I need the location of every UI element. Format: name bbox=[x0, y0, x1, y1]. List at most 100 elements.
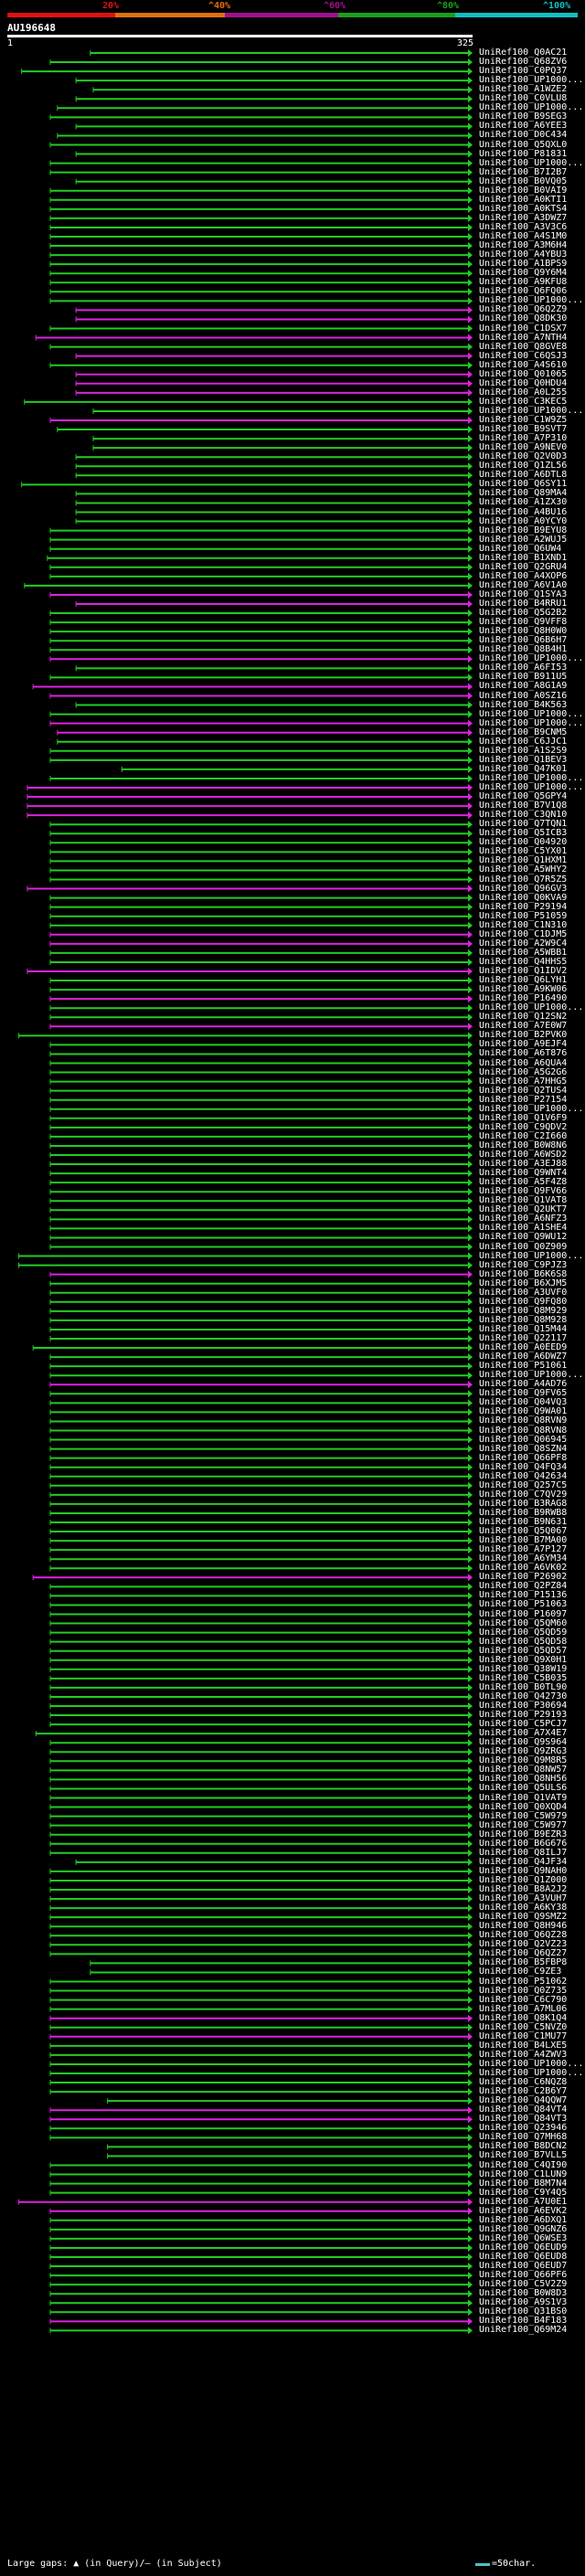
hit-row[interactable] bbox=[49, 875, 473, 884]
hit-row[interactable] bbox=[49, 2032, 473, 2041]
hit-row[interactable] bbox=[92, 444, 473, 452]
hit-row[interactable] bbox=[49, 1399, 473, 1407]
hit-row[interactable] bbox=[92, 435, 473, 443]
hit-label[interactable]: UniRef100_A3EJ88 bbox=[479, 1159, 568, 1170]
hit-row[interactable] bbox=[75, 462, 473, 471]
hit-row[interactable] bbox=[49, 2189, 473, 2197]
hit-label[interactable]: UniRef100_Q8RVN8 bbox=[479, 1425, 568, 1436]
hit-label[interactable]: UniRef100_C2B6Y7 bbox=[479, 2086, 568, 2097]
hit-label[interactable]: UniRef100_Q8NW57 bbox=[479, 1765, 568, 1776]
hit-row[interactable] bbox=[49, 1141, 473, 1150]
hit-label[interactable]: UniRef100_Q2TUS4 bbox=[479, 1085, 568, 1096]
hit-label[interactable]: UniRef100_C0PQ37 bbox=[479, 66, 568, 77]
hit-row[interactable] bbox=[49, 1941, 473, 1949]
hit-label[interactable]: UniRef100_A0SZ16 bbox=[479, 690, 568, 701]
hit-label[interactable]: UniRef100_C3QN10 bbox=[479, 810, 568, 821]
hit-label[interactable]: UniRef100_Q257C5 bbox=[479, 1479, 568, 1490]
hit-label[interactable]: UniRef100_B6XJM5 bbox=[479, 1277, 568, 1288]
hit-row[interactable] bbox=[49, 1923, 473, 1931]
hit-row[interactable] bbox=[49, 839, 473, 847]
hit-label[interactable]: UniRef100_C5W979 bbox=[479, 1810, 568, 1821]
hit-label[interactable]: UniRef100_Q0HDU4 bbox=[479, 377, 568, 388]
hit-row[interactable] bbox=[107, 2097, 473, 2105]
hit-label[interactable]: UniRef100_C6NQZ8 bbox=[479, 2077, 568, 2088]
hit-label[interactable]: UniRef100_A0KTS4 bbox=[479, 203, 568, 214]
hit-row[interactable] bbox=[49, 1904, 473, 1913]
hit-row[interactable] bbox=[49, 1316, 473, 1324]
hit-label[interactable]: UniRef100_Q0XQD4 bbox=[479, 1801, 568, 1812]
hit-row[interactable] bbox=[49, 1353, 473, 1362]
hit-label[interactable]: UniRef100_Q6SY11 bbox=[479, 479, 568, 490]
hit-label[interactable]: UniRef100_B2PVK0 bbox=[479, 1030, 568, 1041]
hit-label[interactable]: UniRef100_UP1000... bbox=[479, 717, 584, 728]
hit-row[interactable] bbox=[49, 1794, 473, 1802]
hit-label[interactable]: UniRef100_B7I2B7 bbox=[479, 166, 568, 177]
hit-row[interactable] bbox=[49, 747, 473, 755]
hit-row[interactable] bbox=[49, 1087, 473, 1095]
hit-label[interactable]: UniRef100_P16490 bbox=[479, 993, 568, 1004]
hit-label[interactable]: UniRef100_A1ZX30 bbox=[479, 497, 568, 508]
hit-label[interactable]: UniRef100_Q0Z909 bbox=[479, 1241, 568, 1252]
hit-label[interactable]: UniRef100_C5B035 bbox=[479, 1672, 568, 1683]
hit-label[interactable]: UniRef100_A7HHG5 bbox=[479, 1076, 568, 1087]
hit-row[interactable] bbox=[49, 1528, 473, 1536]
hit-label[interactable]: UniRef100_Q89MA4 bbox=[479, 488, 568, 499]
hit-label[interactable]: UniRef100_Q5QD57 bbox=[479, 1645, 568, 1656]
hit-row[interactable] bbox=[49, 1867, 473, 1875]
hit-row[interactable] bbox=[49, 977, 473, 985]
hit-label[interactable]: UniRef100_Q5QD59 bbox=[479, 1627, 568, 1638]
hit-row[interactable] bbox=[49, 1830, 473, 1839]
hit-row[interactable] bbox=[49, 2070, 473, 2077]
hit-row[interactable] bbox=[49, 1913, 473, 1922]
hit-row[interactable] bbox=[49, 1619, 473, 1627]
hit-row[interactable] bbox=[49, 1490, 473, 1499]
hit-row[interactable] bbox=[49, 1647, 473, 1655]
hit-row[interactable] bbox=[49, 1628, 473, 1637]
hit-row[interactable] bbox=[49, 1132, 473, 1140]
hit-label[interactable]: UniRef100_Q5Q067 bbox=[479, 1526, 568, 1537]
hit-label[interactable]: UniRef100_UP1000... bbox=[479, 1002, 584, 1013]
hit-row[interactable] bbox=[27, 885, 473, 893]
hit-label[interactable]: UniRef100_Q6EUD7 bbox=[479, 2261, 568, 2272]
hit-label[interactable]: UniRef100_Q42634 bbox=[479, 1470, 568, 1481]
hit-label[interactable]: UniRef100_Q9ZRG3 bbox=[479, 1746, 568, 1757]
hit-row[interactable] bbox=[49, 655, 473, 663]
hit-row[interactable] bbox=[75, 600, 473, 608]
hit-row[interactable] bbox=[49, 1564, 473, 1573]
hit-label[interactable]: UniRef100_Q6WSE3 bbox=[479, 2232, 568, 2243]
hit-row[interactable] bbox=[49, 1683, 473, 1691]
hit-label[interactable]: UniRef100_Q96GV3 bbox=[479, 883, 568, 894]
hit-row[interactable] bbox=[49, 1656, 473, 1664]
hit-label[interactable]: UniRef100_A3VUH7 bbox=[479, 1893, 568, 1904]
hit-label[interactable]: UniRef100_Q5G2B2 bbox=[479, 608, 568, 619]
hit-label[interactable]: UniRef100_B7V1Q8 bbox=[479, 800, 568, 811]
hit-label[interactable]: UniRef100_C6JJC1 bbox=[479, 736, 568, 747]
hit-label[interactable]: UniRef100_P51059 bbox=[479, 910, 568, 921]
hit-label[interactable]: UniRef100_C1MU77 bbox=[479, 2030, 568, 2041]
hit-label[interactable]: UniRef100_P29194 bbox=[479, 901, 568, 912]
hit-label[interactable]: UniRef100_B9SEG3 bbox=[479, 111, 568, 122]
hit-row[interactable] bbox=[49, 1895, 473, 1903]
hit-label[interactable]: UniRef100_Q7R5Z5 bbox=[479, 874, 568, 885]
hit-row[interactable] bbox=[49, 1372, 473, 1380]
hit-label[interactable]: UniRef100_Q9NAH0 bbox=[479, 1865, 568, 1876]
hit-row[interactable] bbox=[75, 352, 473, 360]
hit-label[interactable]: UniRef100_Q0KVA9 bbox=[479, 892, 568, 903]
hit-row[interactable] bbox=[49, 1519, 473, 1526]
hit-row[interactable] bbox=[49, 343, 473, 351]
hit-label[interactable]: UniRef100_A6QUA4 bbox=[479, 1057, 568, 1068]
hit-row[interactable] bbox=[49, 2299, 473, 2307]
hit-row[interactable] bbox=[49, 1023, 473, 1031]
hit-row[interactable] bbox=[92, 86, 473, 94]
hit-row[interactable] bbox=[49, 719, 473, 727]
hit-label[interactable]: UniRef100_Q8DK30 bbox=[479, 313, 568, 324]
hit-label[interactable]: UniRef100_UP1000... bbox=[479, 405, 584, 416]
hit-label[interactable]: UniRef100_Q6QZ28 bbox=[479, 1930, 568, 1941]
hit-row[interactable] bbox=[49, 1234, 473, 1242]
hit-label[interactable]: UniRef100_Q5ICB3 bbox=[479, 828, 568, 839]
hit-label[interactable]: UniRef100_Q1V6F9 bbox=[479, 1112, 568, 1123]
hit-label[interactable]: UniRef100_A7X4E7 bbox=[479, 1728, 568, 1739]
hit-row[interactable] bbox=[75, 1858, 473, 1866]
hit-row[interactable] bbox=[49, 1013, 473, 1022]
hit-row[interactable] bbox=[49, 1996, 473, 2004]
